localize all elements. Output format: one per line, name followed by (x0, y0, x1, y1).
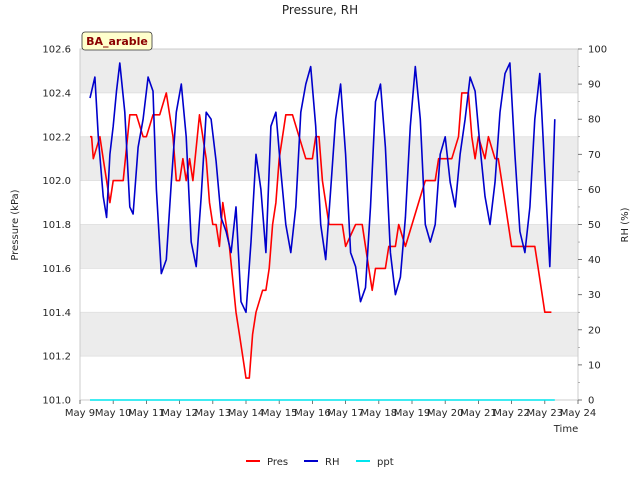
right-tick-label: 30 (588, 290, 601, 301)
x-tick-label: May 20 (427, 408, 464, 419)
left-tick-label: 102.4 (42, 88, 71, 99)
x-tick-label: May 15 (261, 408, 298, 419)
right-tick-label: 20 (588, 325, 601, 336)
left-tick-label: 102.6 (42, 45, 71, 56)
left-tick-label: 102.0 (42, 176, 71, 187)
right-tick-label: 80 (588, 115, 601, 126)
right-tick-label: 40 (588, 255, 601, 266)
left-tick-label: 101.4 (42, 308, 71, 319)
x-tick-label: May 18 (361, 408, 398, 419)
left-axis-ticks: 101.0 101.2 101.4 101.6 101.8 102.0 102.2 102.4… (42, 45, 71, 407)
x-tick-label: May 19 (394, 408, 431, 419)
right-tick-label: 100 (588, 45, 607, 56)
x-tick-label: May 21 (460, 408, 497, 419)
plot-band (80, 312, 578, 357)
x-tick-label: May 14 (228, 408, 265, 419)
series-line-rh (89, 62, 556, 314)
series-line-pres (90, 92, 552, 379)
right-tick-label: 60 (588, 185, 601, 196)
right-tick-label: 10 (588, 360, 601, 371)
y-axis-right-title: RH (%) (620, 207, 631, 242)
plot-band (80, 49, 578, 93)
x-tick-label: May 16 (294, 408, 331, 419)
y-axis-left-title: Pressure (kPa) (10, 189, 21, 260)
legend-label-pres: Pres (267, 457, 288, 468)
left-tick-label: 101.0 (42, 396, 71, 407)
left-tick-label: 101.2 (42, 352, 71, 363)
x-tick-label: May 24 (560, 408, 597, 419)
plot-band (80, 224, 578, 269)
right-tick-label: 70 (588, 150, 601, 161)
x-tick-label: May 23 (527, 408, 564, 419)
x-tick-label: May 12 (161, 408, 198, 419)
x-tick-label: May 9 (65, 408, 95, 419)
legend: Pres RH ppt (246, 457, 394, 468)
x-axis-title: Time (553, 424, 578, 435)
right-tick-label: 90 (588, 80, 601, 91)
x-tick-label: May 11 (128, 408, 165, 419)
series-layer (89, 62, 556, 401)
site-badge: BA_arable (81, 31, 153, 51)
x-tick-label: May 13 (195, 408, 232, 419)
chart-title: Pressure, RH (282, 3, 358, 17)
left-tick-label: 101.8 (42, 220, 71, 231)
right-tick-label: 50 (588, 220, 601, 231)
left-tick-label: 101.6 (42, 264, 71, 275)
legend-label-ppt: ppt (377, 457, 394, 468)
right-axis-ticks: 0 10 20 30 40 50 60 70 80 90 100 (578, 45, 607, 407)
right-tick-label: 0 (588, 396, 594, 407)
x-tick-label: May 22 (493, 408, 530, 419)
legend-label-rh: RH (325, 457, 339, 468)
x-tick-label: May 10 (95, 408, 132, 419)
site-badge-box (81, 31, 153, 51)
site-badge-label: BA_arable (86, 35, 148, 48)
x-tick-label: May 17 (327, 408, 364, 419)
left-tick-label: 102.2 (42, 132, 71, 143)
